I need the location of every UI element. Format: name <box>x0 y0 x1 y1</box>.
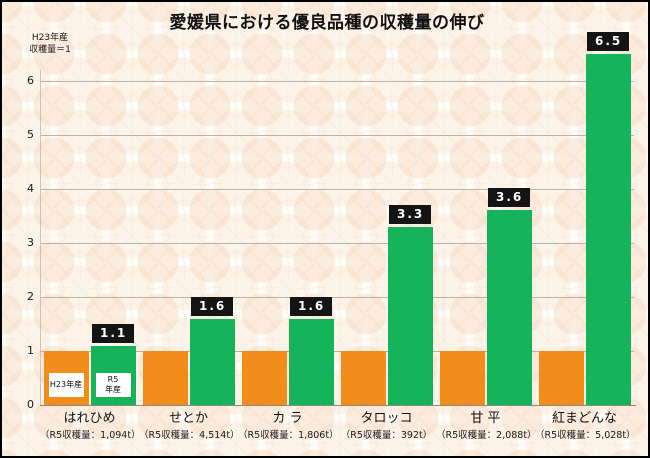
category-subtitle: （R5収穫量：392t） <box>340 430 433 441</box>
bar-value-label: 6.5 <box>587 31 629 51</box>
category-subtitle: （R5収穫量：5,028t） <box>535 430 636 441</box>
category-label-group: カ ラ （R5収穫量：1,806t） <box>238 410 339 443</box>
bar-r5[interactable] <box>288 318 334 405</box>
gridline <box>40 350 634 352</box>
y-axis-line <box>40 70 41 406</box>
category-label-group: タロッコ （R5収穫量：392t） <box>337 410 436 443</box>
x-axis-line <box>40 405 636 406</box>
category-name: カ ラ <box>272 411 303 426</box>
category-name: せとか <box>168 411 208 426</box>
gridline <box>40 296 634 298</box>
category-name: はれひめ <box>63 411 116 426</box>
category-name: 甘 平 <box>470 411 501 426</box>
category-subtitle: （R5収穫量：4,514t） <box>139 430 240 441</box>
y-tick-label: 1 <box>27 343 34 357</box>
legend-label-text: R5 年産 <box>105 375 121 394</box>
category-label-group: はれひめ （R5収穫量：1,094t） <box>40 410 141 443</box>
bar-value-label: 3.3 <box>389 204 431 224</box>
y-axis-unit-note-line1: H23年産 <box>31 33 69 43</box>
bar-h23[interactable] <box>340 350 386 405</box>
category-subtitle: （R5収穫量：2,088t） <box>436 430 537 441</box>
bar-r5[interactable] <box>189 318 235 405</box>
y-tick-label: 5 <box>27 127 34 141</box>
gridline <box>40 188 634 190</box>
gridlines-layer <box>40 70 634 405</box>
bar-r5[interactable] <box>585 53 631 405</box>
category-label-group: せとか （R5収穫量：4,514t） <box>139 410 240 443</box>
category-name: タロッコ <box>360 411 413 426</box>
y-axis-unit-note-line2: 収穫量＝1 <box>29 45 71 55</box>
category-name: 紅まどんな <box>551 411 617 426</box>
chart-title-text: 愛媛県における優良品種の収穫量の伸び <box>169 13 485 33</box>
bar-h23[interactable] <box>142 350 188 405</box>
y-tick-label: 0 <box>27 398 34 411</box>
y-tick-label: 2 <box>27 289 34 303</box>
bar-value-label: 1.1 <box>92 323 134 343</box>
bars-layer <box>40 53 634 405</box>
legend-item-r5: R5 年産 <box>94 372 132 398</box>
chart-title: 愛媛県における優良品種の収穫量の伸び <box>2 8 648 33</box>
gridline <box>40 242 634 244</box>
category-label-group: 甘 平 （R5収穫量：2,088t） <box>436 410 537 443</box>
gridline <box>40 134 634 136</box>
gridline <box>40 80 634 82</box>
category-label-group: 紅まどんな （R5収穫量：5,028t） <box>535 410 636 443</box>
bar-h23[interactable] <box>538 350 584 405</box>
bar-value-label: 3.6 <box>488 188 530 208</box>
y-tick-label: 3 <box>27 235 34 249</box>
y-axis-unit-note: H23年産 収穫量＝1 <box>14 32 86 56</box>
bar-value-label: 1.6 <box>191 296 233 316</box>
y-tick-label: 4 <box>27 181 34 195</box>
bar-value-label: 1.6 <box>290 296 332 316</box>
bar-r5[interactable] <box>486 210 532 405</box>
bar-h23[interactable] <box>241 350 287 405</box>
category-subtitle: （R5収穫量：1,094t） <box>40 430 141 441</box>
legend-item-h23: H23年産 <box>47 372 85 398</box>
y-tick-label: 6 <box>27 73 34 87</box>
bar-h23[interactable] <box>439 350 485 405</box>
bar-r5[interactable] <box>387 226 433 405</box>
category-subtitle: （R5収穫量：1,806t） <box>238 430 339 441</box>
legend-label-text: H23年産 <box>49 380 83 389</box>
